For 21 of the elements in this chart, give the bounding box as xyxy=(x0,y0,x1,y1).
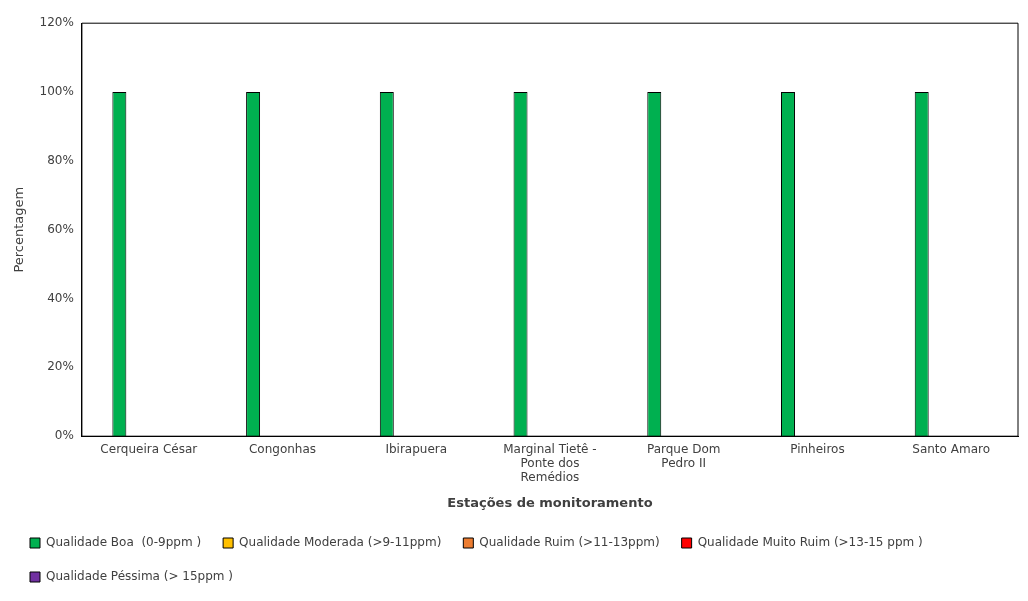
y-tick-label: 100% xyxy=(39,84,74,99)
x-tick-label: Pinheiros xyxy=(790,441,845,456)
legend-label: Qualidade Boa (0-9ppm ) xyxy=(46,535,202,550)
y-tick-label: 80% xyxy=(47,152,74,167)
x-tick-label: Congonhas xyxy=(248,441,317,456)
y-tick-label: 20% xyxy=(47,359,74,374)
y-axis-title: Percentagem xyxy=(11,186,27,273)
x-tick-label: Parque Dom Pedro II xyxy=(646,441,721,470)
legend-label: Qualidade Péssima (> 15ppm ) xyxy=(46,569,233,584)
y-tick-label: 40% xyxy=(47,290,74,305)
x-tick-label: Ibirapuera xyxy=(385,441,448,456)
x-tick-label: Santo Amaro xyxy=(912,441,990,456)
y-tick-label: 120% xyxy=(39,15,74,30)
legend-label: Qualidade Moderada (>9-11ppm) xyxy=(239,535,442,550)
y-tick-label: 0% xyxy=(54,428,74,443)
x-tick-label: Cerqueira César xyxy=(100,441,198,456)
x-tick-label: Marginal Tietê - Ponte dos Remédios xyxy=(503,441,597,485)
legend-label: Qualidade Ruim (>11-13ppm) xyxy=(479,535,660,550)
x-axis-title: Estações de monitoramento xyxy=(447,494,653,510)
y-tick-label: 60% xyxy=(47,221,74,236)
legend-label: Qualidade Muito Ruim (>13-15 ppm ) xyxy=(697,535,923,550)
